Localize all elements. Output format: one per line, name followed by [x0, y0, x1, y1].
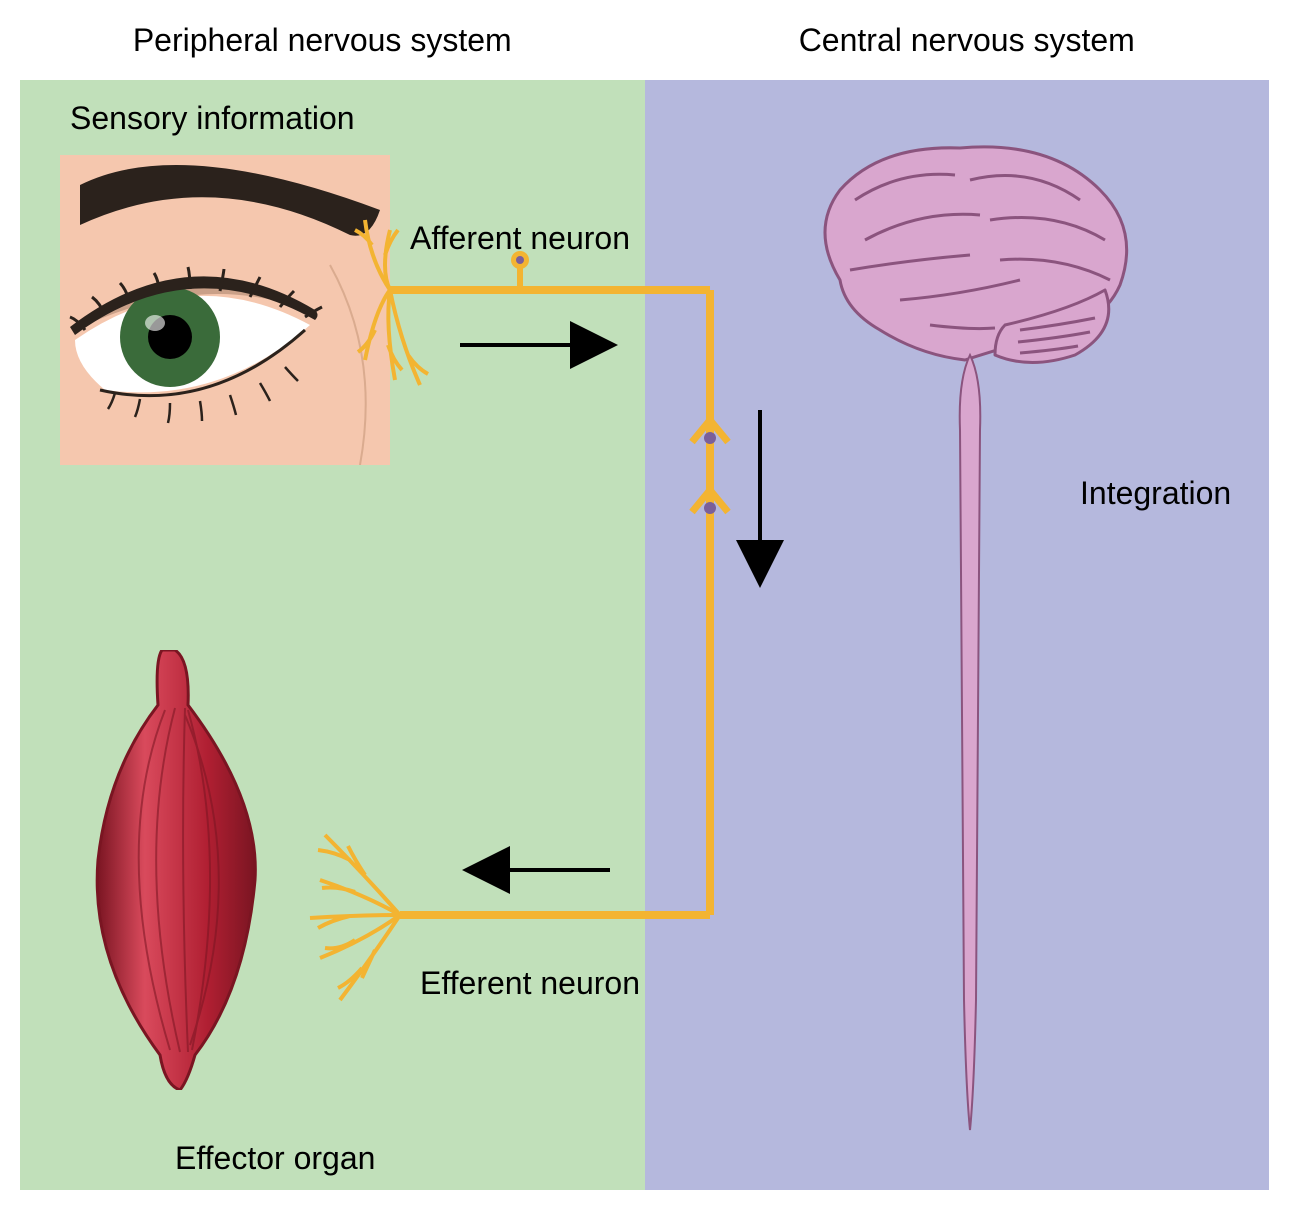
eye-icon — [60, 155, 390, 465]
cns-title: Central nervous system — [645, 0, 1289, 80]
brain-spinal-cord-icon — [770, 130, 1170, 1150]
header-row: Peripheral nervous system Central nervou… — [0, 0, 1289, 80]
efferent-neuron-label: Efferent neuron — [420, 965, 640, 1002]
panels: Sensory information Afferent neuron Inte… — [20, 80, 1269, 1190]
afferent-neuron-label: Afferent neuron — [410, 220, 630, 257]
pns-title: Peripheral nervous system — [0, 0, 645, 80]
muscle-icon — [80, 650, 360, 1090]
effector-organ-label: Effector organ — [175, 1140, 375, 1177]
sensory-information-label: Sensory information — [70, 100, 355, 137]
